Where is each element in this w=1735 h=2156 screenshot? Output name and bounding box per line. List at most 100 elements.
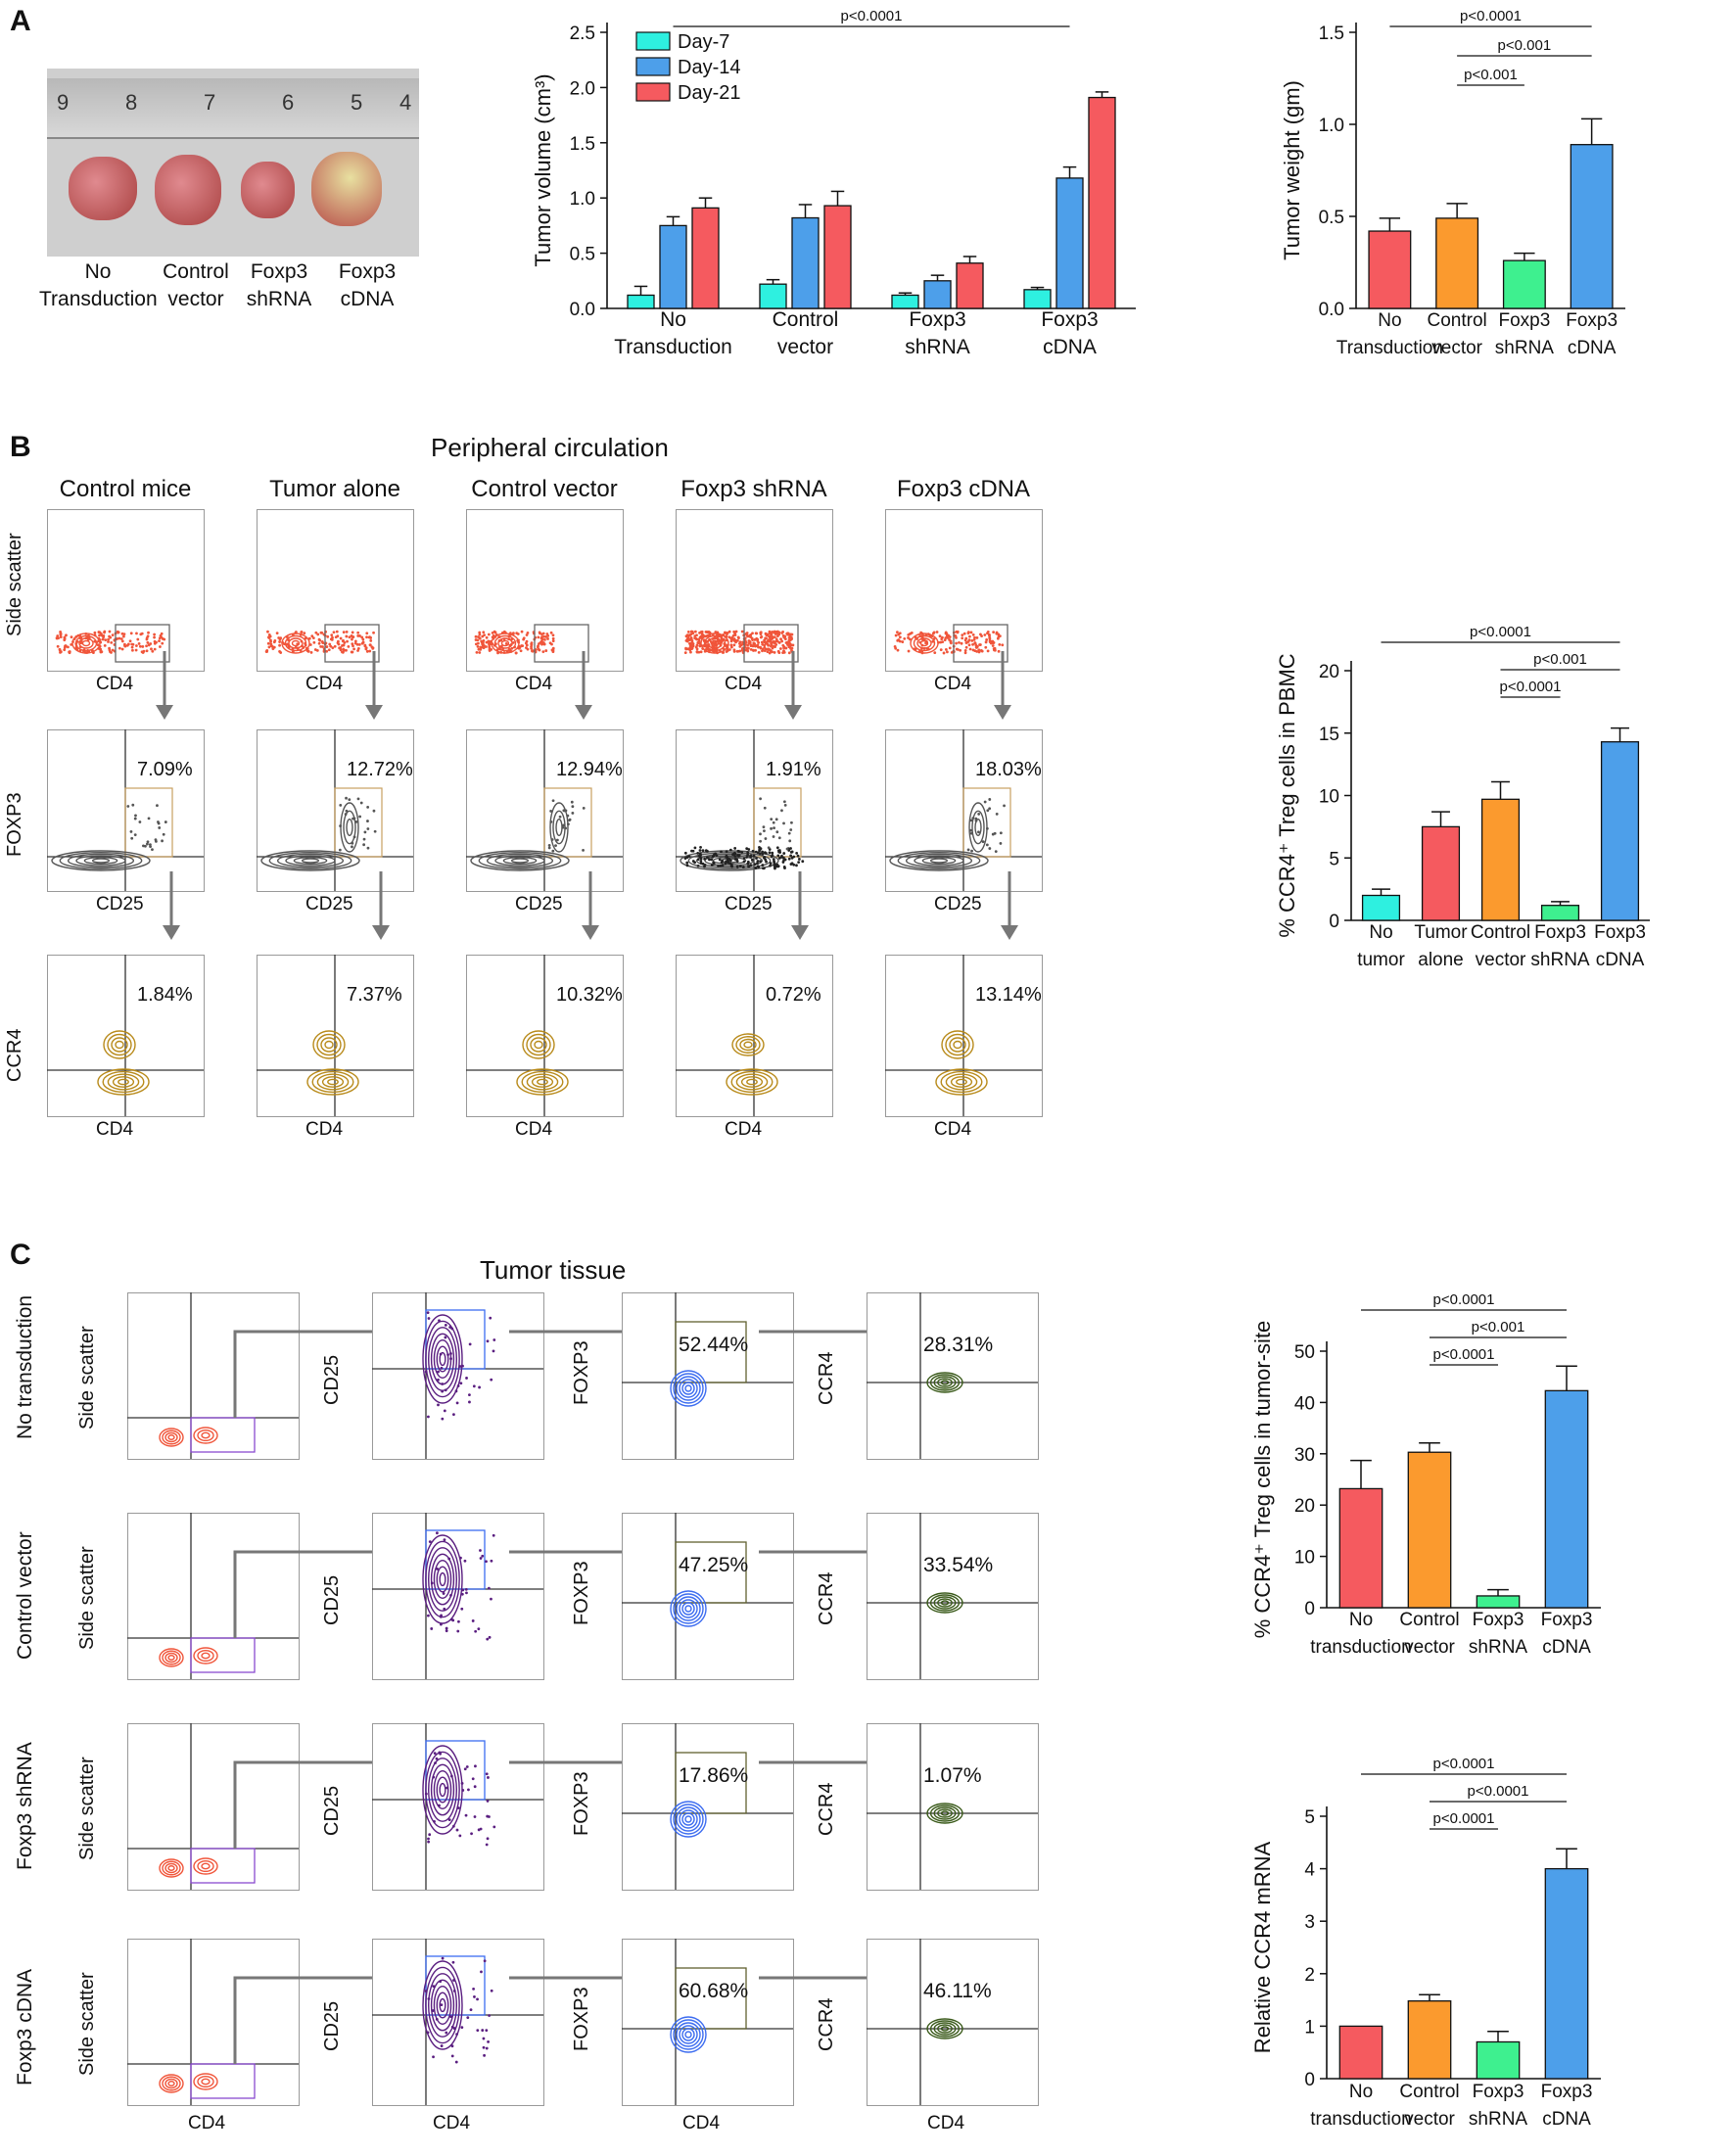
axis-label: FOXP3 xyxy=(4,792,25,857)
event-dot xyxy=(975,645,978,649)
y-tick-label: 20 xyxy=(1294,1496,1315,1517)
event-dot xyxy=(459,1382,463,1385)
bar xyxy=(1361,894,1401,921)
event-dot xyxy=(473,1785,477,1789)
category-label: No xyxy=(1349,1610,1373,1630)
event-dot xyxy=(157,821,161,825)
contour xyxy=(739,1038,757,1052)
axis-label: Side scatter xyxy=(76,1972,98,2076)
y-tick-label: 5 xyxy=(1329,849,1339,869)
event-dot xyxy=(368,643,372,647)
y-tick-label: 1.0 xyxy=(570,189,595,210)
event-dot xyxy=(771,635,774,638)
event-dot xyxy=(158,639,161,643)
event-dot xyxy=(346,639,349,643)
legend-label: Day-21 xyxy=(678,82,740,104)
contour xyxy=(537,1078,548,1086)
category-label: Control xyxy=(1399,2082,1459,2102)
event-dot xyxy=(159,645,162,648)
event-dot xyxy=(748,640,752,644)
event-dot xyxy=(481,2029,485,2032)
event-dot xyxy=(278,640,281,643)
y-tick-label: 40 xyxy=(1294,1393,1315,1414)
event-dot xyxy=(147,817,151,820)
event-dot xyxy=(759,635,763,639)
event-dot xyxy=(789,847,792,850)
event-dot xyxy=(145,644,148,648)
event-dot xyxy=(454,1389,458,1393)
event-dot xyxy=(522,637,526,641)
significance-label: p<0.001 xyxy=(1464,67,1518,83)
event-dot xyxy=(786,632,789,635)
contour xyxy=(425,1540,460,1618)
event-dot xyxy=(334,635,338,639)
contour xyxy=(276,853,345,868)
category-label: cDNA xyxy=(1596,950,1645,970)
event-dot xyxy=(122,633,126,636)
event-dot xyxy=(776,649,780,653)
event-dot xyxy=(973,635,976,639)
event-dot xyxy=(427,1317,431,1320)
event-dot xyxy=(120,639,124,643)
event-dot xyxy=(150,647,153,651)
event-dot xyxy=(314,631,318,634)
contour xyxy=(916,637,932,649)
contour xyxy=(316,1073,350,1091)
event-dot xyxy=(264,650,268,653)
contour xyxy=(681,1812,695,1826)
category-label: cDNA xyxy=(1043,336,1097,358)
event-dot xyxy=(753,638,757,641)
event-dot xyxy=(445,1786,448,1790)
flow-plot xyxy=(127,1513,300,1680)
flow-plot xyxy=(127,1939,300,2106)
event-dot xyxy=(765,633,768,636)
event-dot xyxy=(441,1383,445,1385)
event-dot xyxy=(138,820,142,823)
event-dot xyxy=(555,838,559,842)
event-dot xyxy=(366,827,370,830)
event-dot xyxy=(757,650,761,654)
arrow-shaft xyxy=(233,1976,421,2064)
contour xyxy=(743,1041,753,1049)
event-dot xyxy=(971,633,975,636)
category-label: Transduction xyxy=(614,336,732,358)
event-dot xyxy=(530,642,534,646)
ruler-number: 5 xyxy=(351,90,363,115)
event-dot xyxy=(354,820,358,823)
contour xyxy=(681,2028,695,2041)
event-dot xyxy=(345,631,349,633)
event-dot xyxy=(774,867,776,870)
category-label: Foxp3 xyxy=(1566,310,1618,331)
event-dot xyxy=(759,631,763,634)
event-dot xyxy=(780,639,784,643)
contour xyxy=(422,1960,463,2050)
contour xyxy=(285,855,336,867)
contour xyxy=(340,802,359,853)
event-dot xyxy=(156,804,159,808)
event-dot xyxy=(774,643,778,646)
event-dot xyxy=(476,638,480,642)
event-dot xyxy=(977,830,980,834)
column-heading: Foxp3 cDNA xyxy=(896,476,1031,502)
flow-plot xyxy=(257,955,414,1117)
event-dot xyxy=(768,630,772,633)
contour xyxy=(83,856,118,866)
event-dot xyxy=(992,647,996,650)
event-dot xyxy=(331,646,335,650)
event-dot xyxy=(108,630,112,633)
contour xyxy=(343,810,356,845)
event-dot xyxy=(144,844,147,848)
event-dot xyxy=(750,858,754,862)
event-dot xyxy=(707,630,711,633)
event-dot xyxy=(432,1775,436,1779)
y-tick-label: 0.5 xyxy=(570,245,595,265)
significance-label: p<0.0001 xyxy=(1433,1346,1495,1363)
event-dot xyxy=(999,831,1003,835)
event-dot xyxy=(427,1837,430,1841)
event-dot xyxy=(771,650,774,654)
event-dot xyxy=(488,1635,492,1639)
event-dot xyxy=(566,814,570,818)
event-dot xyxy=(969,831,973,835)
event-dot xyxy=(772,639,775,643)
axis-label: CD4 xyxy=(934,1119,972,1140)
